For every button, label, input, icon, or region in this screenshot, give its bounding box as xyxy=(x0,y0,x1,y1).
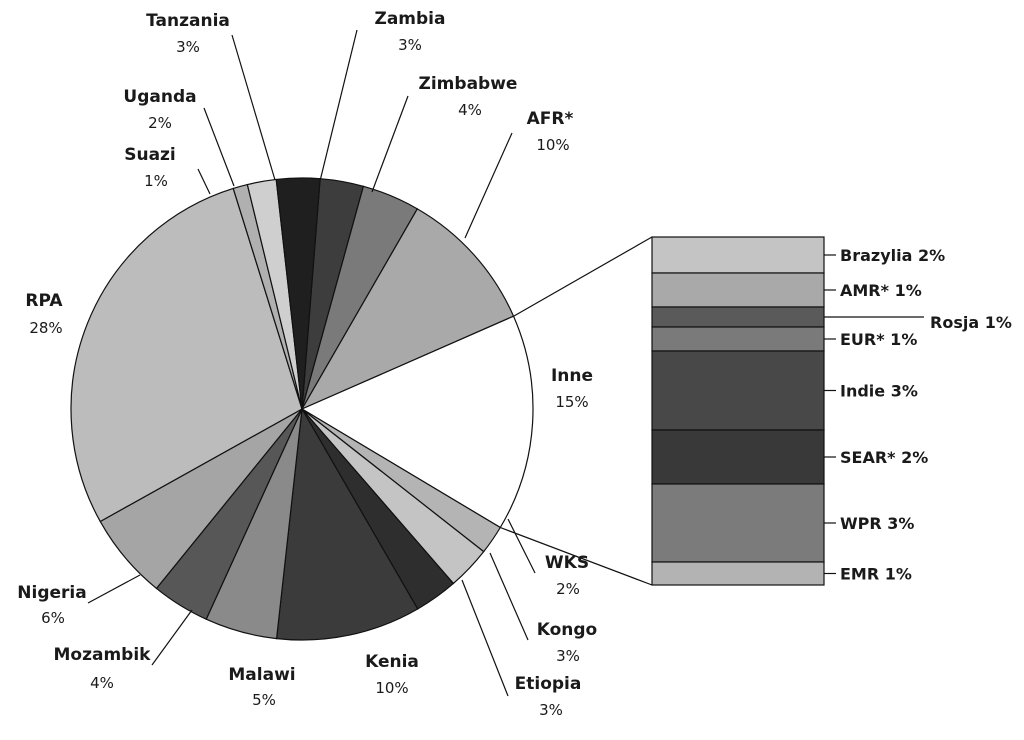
bar-segment-indie-3 xyxy=(651,350,825,431)
leader-line-wks xyxy=(507,518,536,574)
bar-label-eur-1: EUR* 1% xyxy=(840,330,917,349)
slice-label-kenia: Kenia xyxy=(365,652,419,672)
slice-label-zambia: Zambia xyxy=(375,9,446,29)
connector-top xyxy=(513,236,653,317)
slice-labels: Zambia 3% Zimbabwe 4% AFR* 10% Inne 15% WKS 2% Kon… xyxy=(17,9,597,719)
pie-chart xyxy=(70,177,534,641)
connector-bottom xyxy=(500,526,653,586)
slice-label-kongo: Kongo xyxy=(537,620,598,640)
slice-label-suazi: Suazi xyxy=(124,145,176,165)
leader-line-nigeria xyxy=(87,574,141,604)
bar-segment-amr-1 xyxy=(651,272,825,308)
bar-segment-sear-2 xyxy=(651,429,825,485)
pie-slice-rpa xyxy=(70,187,303,523)
slice-value-malawi: 5% xyxy=(252,691,276,709)
slice-label-wks: WKS xyxy=(545,553,589,573)
leader-line-uganda xyxy=(203,107,235,187)
slice-label-nigeria: Nigeria xyxy=(17,583,86,603)
slice-value-etiopia: 3% xyxy=(539,701,563,719)
slice-label-inne: Inne xyxy=(551,366,593,386)
slice-value-afr: 10% xyxy=(536,136,569,154)
slice-label-tanzania: Tanzania xyxy=(146,11,230,31)
bar-label-emr-1: EMR 1% xyxy=(840,565,912,584)
stacked-bar: Brazylia 2% AMR* 1% Rosja 1% EUR* 1% Indie 3… xyxy=(651,236,1012,586)
slice-value-tanzania: 3% xyxy=(176,38,200,56)
leader-line-kongo xyxy=(489,552,529,641)
bar-segment-emr-1 xyxy=(651,561,825,586)
slice-value-uganda: 2% xyxy=(148,114,172,132)
pie-slice-kenia xyxy=(275,407,419,641)
slice-value-inne: 15% xyxy=(555,393,588,411)
slice-label-zimbabwe: Zimbabwe xyxy=(419,74,518,94)
leader-line-tanzania xyxy=(231,34,276,181)
slice-value-zambia: 3% xyxy=(398,36,422,54)
bar-label-amr-1: AMR* 1% xyxy=(840,281,922,300)
leader-line-etiopia xyxy=(461,579,509,697)
slice-value-kenia: 10% xyxy=(375,679,408,697)
leader-line-zambia xyxy=(319,29,358,182)
pie-slice-afr xyxy=(300,208,515,411)
slice-value-rpa: 28% xyxy=(29,319,62,337)
bar-segment-wpr-3 xyxy=(651,483,825,563)
slice-label-afr: AFR* xyxy=(527,109,574,129)
bar-label-sear-2: SEAR* 2% xyxy=(840,448,928,467)
slice-label-mozambik: Mozambik xyxy=(54,645,152,665)
slice-value-mozambik: 4% xyxy=(90,674,114,692)
slice-value-kongo: 3% xyxy=(556,647,580,665)
bar-label-indie-3: Indie 3% xyxy=(840,382,918,401)
pie-slice-inne xyxy=(300,315,534,529)
bar-segment-rosja-1 xyxy=(651,306,825,328)
slice-value-wks: 2% xyxy=(556,580,580,598)
bar-label-brazylia-2: Brazylia 2% xyxy=(840,246,945,265)
slice-label-rpa: RPA xyxy=(25,291,63,311)
slice-label-malawi: Malawi xyxy=(228,665,295,685)
slice-value-nigeria: 6% xyxy=(41,609,65,627)
bar-label-wpr-3: WPR 3% xyxy=(840,514,914,533)
slice-label-uganda: Uganda xyxy=(123,87,196,107)
slice-label-etiopia: Etiopia xyxy=(515,674,582,694)
leader-line-afr xyxy=(464,132,513,239)
leader-line-zimbabwe xyxy=(371,95,409,193)
slice-value-zimbabwe: 4% xyxy=(458,101,482,119)
bar-segment-eur-1 xyxy=(651,326,825,352)
bar-segment-brazylia-2 xyxy=(651,236,825,274)
leader-line-mozambik xyxy=(151,609,193,666)
bar-label-rosja-1: Rosja 1% xyxy=(930,313,1012,332)
pie-to-bar-connectors xyxy=(500,236,653,586)
leader-line-suazi xyxy=(197,168,211,195)
slice-value-suazi: 1% xyxy=(144,172,168,190)
